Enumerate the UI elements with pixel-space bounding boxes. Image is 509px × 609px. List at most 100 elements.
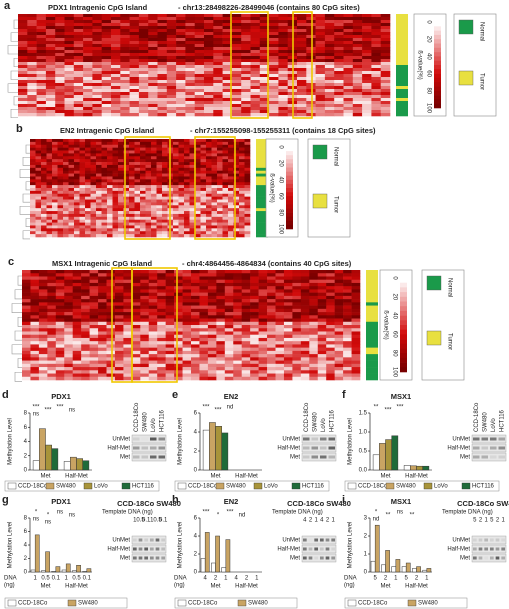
heatmap-cell [267,347,276,352]
heatmap-cell [195,153,201,157]
heatmap-cell [189,188,196,192]
heatmap-cell [231,71,242,75]
gel-template: Template DNA (ng) [442,510,493,516]
heatmap-cell [278,50,288,54]
heatmap-cell [352,86,363,90]
heatmap-cell [138,62,149,66]
heatmap-cell [73,26,84,30]
heatmap-cell [81,286,90,290]
sample-strip [256,228,268,232]
heatmap-cell [81,347,90,352]
heatmap-cell [241,38,251,42]
heatmap-cell [72,273,82,277]
colorbar-tick: 80 [391,350,397,357]
heatmap-cell [352,113,363,117]
heatmap-cell [46,162,53,166]
heatmap-cell [134,153,141,157]
heatmap-cell [174,292,183,297]
heatmap-cell [30,367,40,371]
heatmap-cell [216,331,226,336]
heatmap-cell [191,292,200,297]
heatmap-cell [200,228,207,232]
dendrogram [13,19,18,29]
heatmap-cell [250,357,259,361]
heatmap-cell [156,231,163,235]
heatmap-cell [134,162,141,166]
heatmap-cell [64,17,75,21]
heatmap-cell [326,286,335,290]
heatmap-cell [129,170,135,174]
heatmap-cell [68,222,75,226]
gel-strip [131,443,167,453]
heatmap-cell [112,147,119,151]
heatmap-cell [18,65,28,69]
gel-lane: CCD-18Co [474,402,480,432]
heatmap-cell [89,328,99,332]
heatmap-cell [166,17,177,21]
heatmap-cell [30,305,40,310]
heatmap-cell [111,41,121,45]
heatmap-cell [148,347,158,352]
heatmap-cell [134,139,141,143]
heatmap-cell [101,56,112,60]
heatmap-cell [259,77,270,81]
heatmap-cell [239,199,245,203]
sample-strip [256,139,268,143]
heatmap-cell [259,35,270,39]
heatmap-cell [326,328,335,332]
heatmap-cell [206,205,212,209]
heatmap-cell [101,144,108,148]
heatmap-cell [129,59,140,63]
heatmap-cell [315,65,326,69]
gel-strip [471,452,507,462]
heatmap-cell [228,141,234,146]
heatmap-cell [18,107,28,111]
heatmap-cell [90,205,97,209]
heatmap-cell [206,213,212,218]
heatmap-cell [38,305,48,310]
heatmap-cell [47,270,57,274]
heatmap-cell [194,59,205,63]
heatmap-cell [204,86,214,90]
x-tick-label: 5 [404,576,408,582]
heatmap-cell [222,176,229,180]
annotation: ns [33,412,39,418]
heatmap-cell [292,344,302,348]
heatmap-cell [194,89,205,93]
sample-strip [366,325,378,329]
heatmap-cell [182,321,192,326]
legend-frame [344,597,468,609]
heatmap-cell [275,367,285,371]
heatmap-cell [250,113,261,117]
heatmap-cell [22,357,31,361]
heatmap-cell [57,139,64,143]
heatmap-cell [184,139,190,143]
heatmap-cell [27,59,37,63]
gel-band [138,538,143,542]
heatmap-cell [118,225,124,229]
heatmap-cell [351,331,361,336]
heatmap-cell [207,344,217,348]
colorbar-step [400,353,407,359]
heatmap-cell [138,113,149,117]
heatmap-cell [129,65,140,69]
heatmap-cell [55,315,65,319]
heatmap-cell [184,170,190,174]
heatmap-cell [36,53,47,57]
heatmap-cell [250,270,259,274]
heatmap-cell [89,270,99,274]
colorbar-tick: 60 [391,331,397,338]
heatmap-cell [195,188,201,192]
heatmap-cell [129,35,140,39]
x-tick-label: 2 [214,576,218,582]
heatmap-cell [90,190,97,195]
gel-band [484,547,488,551]
heatmap-cell [98,305,107,310]
heatmap-cell [90,139,97,143]
heatmap-cell [64,56,75,60]
bar [416,566,421,573]
heatmap-cell [157,318,166,323]
heatmap-cell [55,373,65,378]
heatmap-cell [118,162,124,166]
heatmap-cell [222,17,233,21]
